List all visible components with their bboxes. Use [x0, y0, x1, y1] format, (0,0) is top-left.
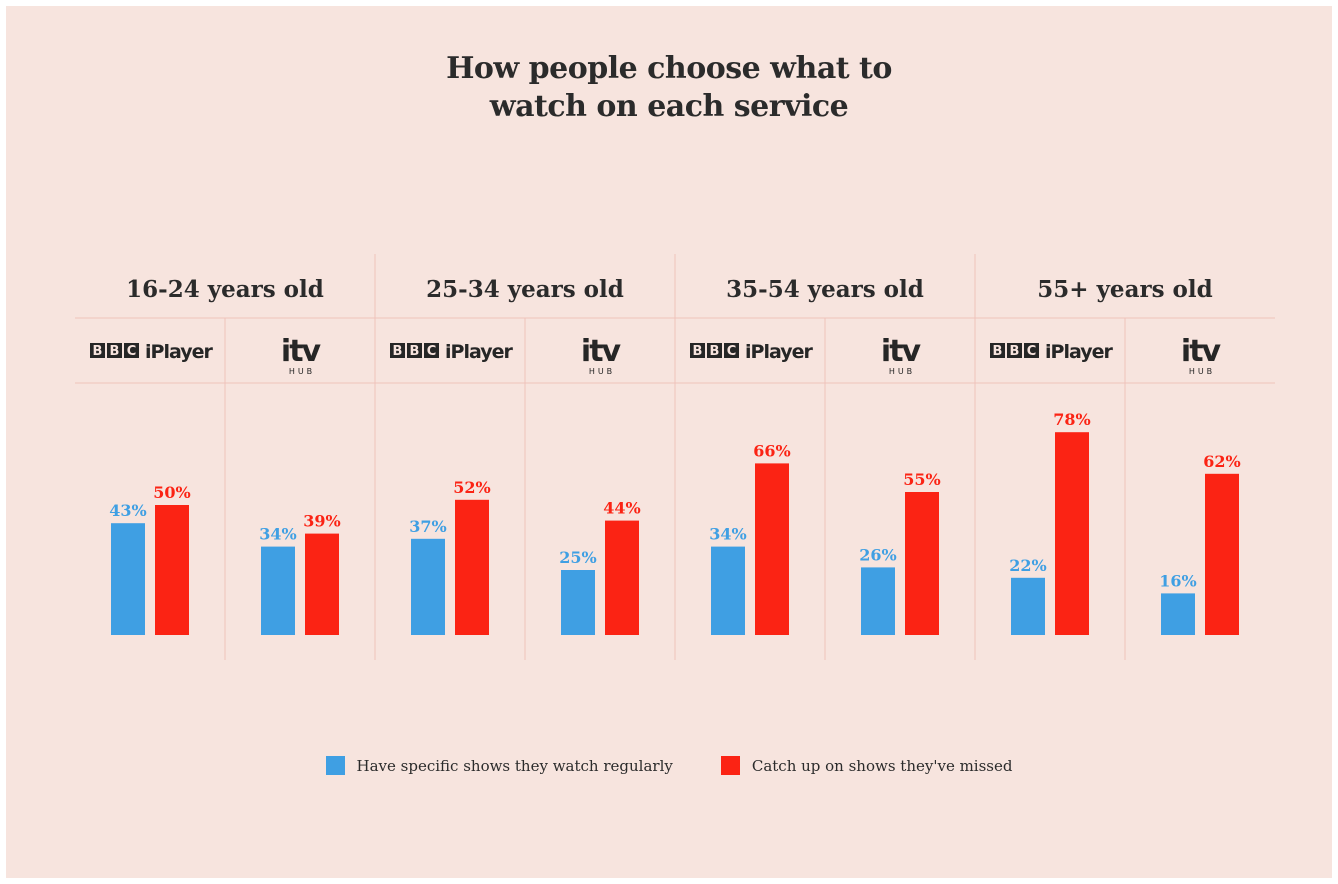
bar-regular	[1011, 578, 1045, 635]
bbc-block-letter: B	[110, 344, 120, 359]
bbc-block-letter: B	[1010, 344, 1020, 359]
bar-regular	[1161, 593, 1195, 635]
data-label-regular: 43%	[109, 501, 146, 520]
data-label-catchup: 50%	[153, 483, 190, 502]
data-label-regular: 26%	[859, 545, 896, 564]
data-label-regular: 25%	[559, 548, 596, 567]
iplayer-wordmark: iPlayer	[445, 341, 513, 363]
data-label-catchup: 66%	[753, 441, 790, 460]
data-label-catchup: 62%	[1203, 452, 1240, 471]
bbc-block-letter: B	[993, 344, 1003, 359]
bar-regular	[711, 547, 745, 635]
data-label-regular: 34%	[709, 525, 746, 544]
bbc-block-letter: B	[710, 344, 720, 359]
bar-regular	[261, 547, 295, 635]
itv-wordmark: itv	[1181, 334, 1222, 369]
bbc-block-letter: B	[393, 344, 403, 359]
bar-regular	[411, 539, 445, 635]
legend: Have specific shows they watch regularly…	[0, 756, 1338, 775]
data-label-catchup: 78%	[1053, 410, 1090, 429]
bar-regular	[861, 567, 895, 635]
bbc-block-letter: C	[127, 344, 137, 359]
legend-swatch-red	[721, 756, 740, 775]
bbc-block-letter: C	[1027, 344, 1037, 359]
bar-catchup	[1205, 474, 1239, 635]
data-label-regular: 22%	[1009, 556, 1046, 575]
bbc-block-letter: C	[427, 344, 437, 359]
bbc-block-letter: B	[693, 344, 703, 359]
bar-catchup	[305, 534, 339, 635]
bar-catchup	[905, 492, 939, 635]
iplayer-wordmark: iPlayer	[745, 341, 813, 363]
iplayer-wordmark: iPlayer	[145, 341, 213, 363]
bbc-block-letter: B	[410, 344, 420, 359]
legend-item-regular: Have specific shows they watch regularly	[326, 756, 673, 775]
itv-wordmark: itv	[881, 334, 922, 369]
bar-regular	[561, 570, 595, 635]
hub-wordmark: HUB	[1189, 367, 1215, 376]
itv-wordmark: itv	[581, 334, 622, 369]
data-label-regular: 34%	[259, 525, 296, 544]
iplayer-wordmark: iPlayer	[1045, 341, 1113, 363]
hub-wordmark: HUB	[889, 367, 915, 376]
legend-swatch-blue	[326, 756, 345, 775]
bar-catchup	[755, 463, 789, 635]
hub-wordmark: HUB	[589, 367, 615, 376]
data-label-regular: 37%	[409, 517, 446, 536]
age-group-title: 55+ years old	[1037, 276, 1212, 303]
data-label-catchup: 55%	[903, 470, 940, 489]
bbc-block-letter: C	[727, 344, 737, 359]
legend-item-catchup: Catch up on shows they've missed	[721, 756, 1013, 775]
data-label-catchup: 44%	[603, 499, 640, 518]
legend-label-catchup: Catch up on shows they've missed	[752, 757, 1013, 775]
bar-catchup	[1055, 432, 1089, 635]
bar-catchup	[155, 505, 189, 635]
age-group-title: 16-24 years old	[126, 276, 324, 303]
itv-wordmark: itv	[281, 334, 322, 369]
data-label-catchup: 39%	[303, 512, 340, 531]
bar-catchup	[455, 500, 489, 635]
data-label-catchup: 52%	[453, 478, 490, 497]
data-label-regular: 16%	[1159, 571, 1196, 590]
bbc-block-letter: B	[93, 344, 103, 359]
bar-regular	[111, 523, 145, 635]
age-group-title: 25-34 years old	[426, 276, 624, 303]
hub-wordmark: HUB	[289, 367, 315, 376]
legend-label-regular: Have specific shows they watch regularly	[357, 757, 673, 775]
bar-catchup	[605, 521, 639, 635]
age-group-title: 35-54 years old	[726, 276, 924, 303]
